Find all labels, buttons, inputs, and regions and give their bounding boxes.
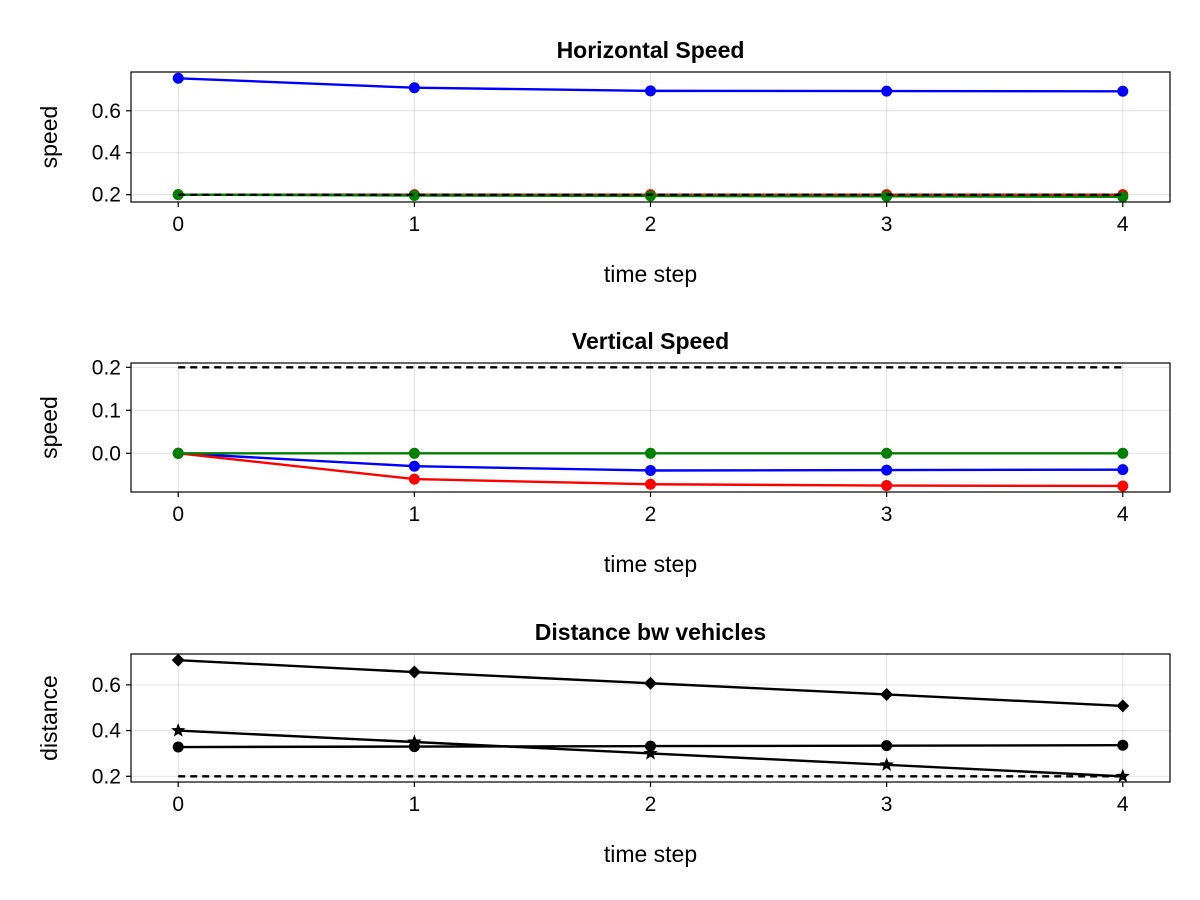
plot-area xyxy=(171,654,1130,782)
y-tick-label: 0.0 xyxy=(92,442,121,465)
y-tick-label: 0.1 xyxy=(92,399,121,422)
subplot-1: 0 1 2 3 4 0.2 0.4 0.6 Horizontal Speed time step s… xyxy=(36,37,1171,287)
y-tick-label: 0.2 xyxy=(92,184,121,207)
data-point xyxy=(645,190,656,202)
data-point xyxy=(881,740,893,752)
x-tick-label: 3 xyxy=(881,213,893,236)
data-point xyxy=(1117,85,1129,97)
x-tick-label: 4 xyxy=(1117,213,1129,236)
data-point xyxy=(645,740,656,752)
data-point xyxy=(1117,739,1129,751)
data-point xyxy=(645,478,656,490)
x-tick-label: 3 xyxy=(881,503,893,526)
data-point xyxy=(881,480,893,492)
data-point xyxy=(407,665,421,679)
x-tick-label: 4 xyxy=(1117,793,1129,816)
data-point xyxy=(172,72,184,84)
data-point xyxy=(408,82,420,94)
data-point xyxy=(645,85,656,97)
data-point xyxy=(881,85,893,97)
data-point xyxy=(172,741,184,753)
subplot-2: 0 1 2 3 4 0.0 0.1 0.2 Vertical Speed time step spe… xyxy=(36,328,1171,577)
y-axis-label: speed xyxy=(36,106,62,169)
y-tick-label: 0.6 xyxy=(92,674,121,697)
y-tick-label: 0.4 xyxy=(92,142,122,165)
data-point xyxy=(172,447,184,459)
chart-title: Vertical Speed xyxy=(572,328,729,354)
plot-area xyxy=(172,366,1129,492)
x-tick-label: 0 xyxy=(172,793,184,816)
x-tick-label: 4 xyxy=(1117,503,1129,526)
data-point xyxy=(408,447,420,459)
data-point xyxy=(879,757,894,771)
x-tick-label: 3 xyxy=(881,793,893,816)
data-point xyxy=(645,465,656,476)
y-axis-label: speed xyxy=(36,396,62,459)
plot-area xyxy=(172,72,1129,202)
x-tick-label: 1 xyxy=(409,503,421,526)
x-tick-label: 2 xyxy=(645,213,657,236)
data-point xyxy=(1117,191,1129,202)
data-point xyxy=(644,676,657,690)
y-axis-label: distance xyxy=(36,675,62,761)
data-point xyxy=(408,190,420,201)
series-3 xyxy=(172,447,1129,492)
data-point xyxy=(171,723,186,737)
data-point xyxy=(171,654,185,667)
y-tick-label: 0.2 xyxy=(92,356,121,379)
data-point xyxy=(1115,768,1130,782)
data-point xyxy=(408,473,420,485)
data-point xyxy=(1117,464,1129,476)
y-tick-label: 0.4 xyxy=(92,720,122,743)
data-point xyxy=(408,460,420,472)
series-1 xyxy=(171,654,1130,713)
x-tick-label: 1 xyxy=(409,213,421,236)
subplot-3: 0 1 2 3 4 0.2 0.4 0.6 Distance bw vehicles time s… xyxy=(36,619,1171,867)
x-tick-label: 0 xyxy=(172,503,184,526)
x-axis-label: time step xyxy=(604,551,697,577)
x-axis-label: time step xyxy=(604,841,697,867)
x-tick-label: 2 xyxy=(645,503,657,526)
data-point xyxy=(643,745,658,760)
data-point xyxy=(408,741,420,753)
data-point xyxy=(1117,480,1129,492)
data-point xyxy=(881,464,893,476)
series-3 xyxy=(172,739,1129,753)
x-tick-label: 1 xyxy=(409,793,421,816)
data-point xyxy=(1117,447,1129,459)
data-point xyxy=(1116,699,1130,713)
data-point xyxy=(881,447,893,459)
x-tick-label: 0 xyxy=(172,213,184,236)
series-1 xyxy=(172,72,1129,97)
data-point xyxy=(881,190,893,202)
x-axis-label: time step xyxy=(604,261,697,287)
data-point xyxy=(172,189,184,201)
y-tick-label: 0.6 xyxy=(92,100,121,123)
series-4 xyxy=(172,447,1129,459)
x-tick-label: 2 xyxy=(645,793,657,816)
chart-title: Distance bw vehicles xyxy=(535,619,766,645)
y-tick-label: 0.2 xyxy=(92,765,121,788)
data-point xyxy=(880,687,894,701)
chart-title: Horizontal Speed xyxy=(557,37,745,63)
data-point xyxy=(645,447,656,459)
